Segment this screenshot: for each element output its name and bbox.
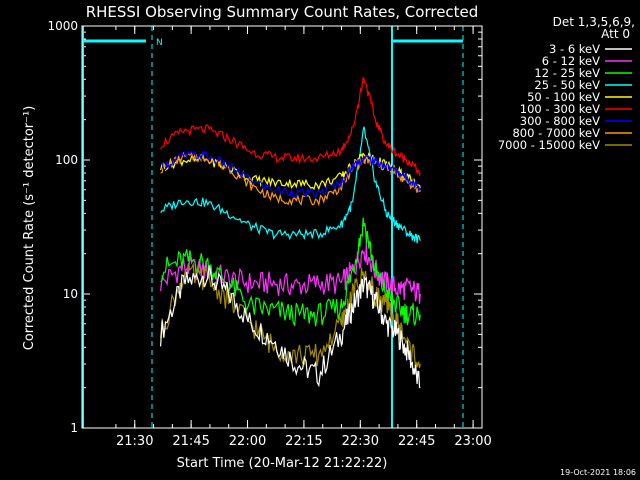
footer-date: 19-Oct-2021 18:06 <box>560 468 636 477</box>
legend-label-800-7000-kev: 800 - 7000 keV <box>512 126 600 140</box>
series-300-800-kev <box>160 150 421 199</box>
legend-label-300-800-kev: 300 - 800 keV <box>520 114 600 128</box>
legend-title-line1: Det 1,3,5,6,9, <box>553 15 635 29</box>
legend-title-line2: Att 0 <box>601 27 630 41</box>
chart-title: RHESSI Observing Summary Count Rates, Co… <box>86 3 479 21</box>
x-tick-label: 22:45 <box>398 434 435 449</box>
legend-label-6-12-kev: 6 - 12 keV <box>542 54 600 68</box>
y-tick-label: 1000 <box>47 19 78 33</box>
y-tick-label: 100 <box>55 153 78 167</box>
night-marker-label: N <box>156 38 163 48</box>
plot-area: 1 10 100 1000 21:30 21:45 22:00 22:15 22:30 22:45… <box>47 19 491 449</box>
x-tick-label: 22:00 <box>229 434 266 449</box>
series-25-50-kev <box>160 126 421 244</box>
legend-label-7000-15000-kev: 7000 - 15000 keV <box>498 138 600 152</box>
y-axis-label: Corrected Count Rate (s⁻¹ detector⁻¹) <box>22 106 37 351</box>
series-100-300-kev <box>160 76 421 177</box>
x-tick-label: 22:30 <box>342 434 379 449</box>
y-tick-label: 1 <box>70 421 78 435</box>
series-7000-15000-kev <box>160 262 421 369</box>
x-tick-label: 21:45 <box>172 434 209 449</box>
series-3-6-kev <box>160 265 421 389</box>
series-12-25-kev <box>160 217 421 327</box>
x-tick-label: 21:30 <box>116 434 153 449</box>
legend-label-50-100-kev: 50 - 100 keV <box>527 90 600 104</box>
legend-label-12-25-kev: 12 - 25 keV <box>534 66 600 80</box>
legend-label-3-6-kev: 3 - 6 keV <box>549 42 600 56</box>
legend-label-25-50-kev: 25 - 50 keV <box>534 78 600 92</box>
x-tick-label: 23:00 <box>454 434 491 449</box>
x-axis-label: Start Time (20-Mar-12 21:22:22) <box>177 456 388 471</box>
plot-frame <box>81 25 483 429</box>
y-tick-label: 10 <box>63 287 78 301</box>
x-tick-label: 22:15 <box>285 434 322 449</box>
legend-label-100-300-kev: 100 - 300 keV <box>520 102 600 116</box>
